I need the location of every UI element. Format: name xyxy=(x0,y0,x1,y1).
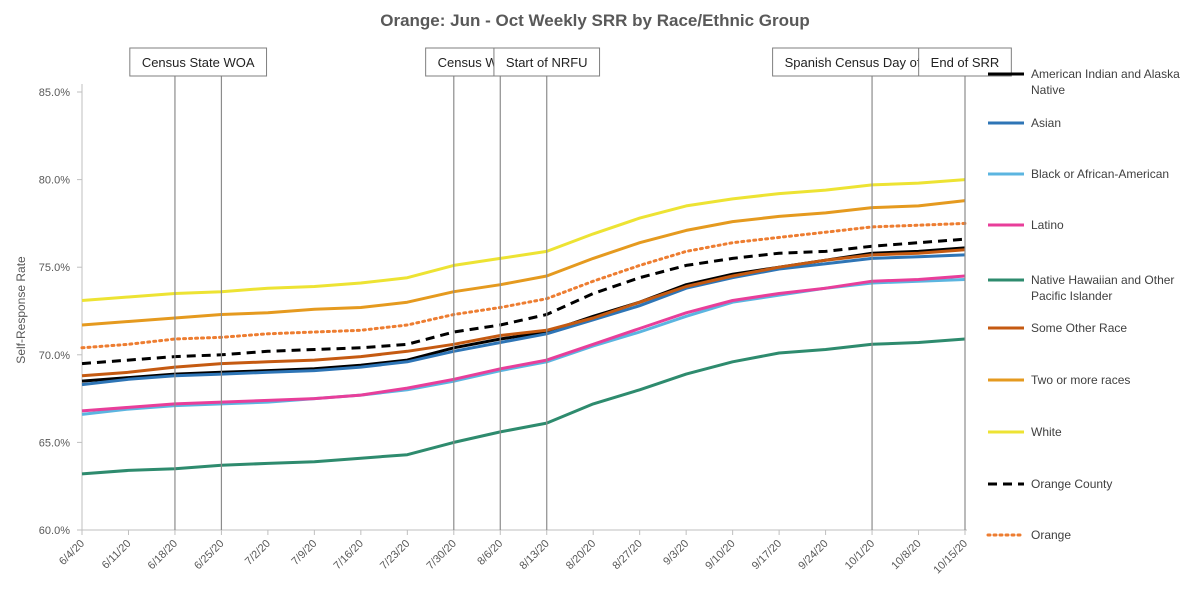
chart-title: Orange: Jun - Oct Weekly SRR by Race/Eth… xyxy=(380,11,810,30)
legend-item: Latino xyxy=(988,218,1064,232)
series-layer xyxy=(80,178,967,476)
event-label: Spanish Census Day of Action xyxy=(785,55,960,70)
event-label: End of SRR xyxy=(931,55,1000,70)
x-tick-label: 10/15/20 xyxy=(931,538,970,577)
x-tick-label: 7/16/20 xyxy=(332,538,366,572)
x-tick-label: 9/10/20 xyxy=(703,538,737,572)
event-marker-0: Census State WOA xyxy=(129,47,268,530)
legend-item: Asian xyxy=(988,116,1061,130)
legend-label: Orange County xyxy=(1031,477,1112,491)
series-line-some-other-race xyxy=(81,248,966,378)
legend-item: Orange xyxy=(986,528,1071,542)
x-tick-label: 6/18/20 xyxy=(146,538,180,572)
legend-item: American Indian and Alaska Native xyxy=(988,67,1180,97)
y-tick-label: 80.0% xyxy=(39,175,70,187)
legend-label: White xyxy=(1031,425,1062,439)
series-line-native-hawaiian-and-other-pacific-islander xyxy=(81,337,966,476)
legend-item: Some Other Race xyxy=(988,321,1127,335)
event-label: Census State WOA xyxy=(142,55,255,70)
legend: American Indian and Alaska Native Asian Bla… xyxy=(986,67,1180,542)
legend-item: Two or more races xyxy=(988,373,1130,387)
y-tick-label: 70.0% xyxy=(39,350,70,362)
legend-item: Orange County xyxy=(988,477,1112,491)
legend-label: American Indian and Alaska Native xyxy=(1031,67,1180,97)
y-tick-label: 60.0% xyxy=(39,525,70,537)
series-line-white xyxy=(81,178,966,302)
series-line-asian xyxy=(81,253,966,387)
legend-item: Native Hawaiian and Other Pacific Islande… xyxy=(988,273,1174,303)
x-tick-label: 10/8/20 xyxy=(889,538,923,572)
legend-item: Black or African-American xyxy=(988,167,1169,181)
legend-item: White xyxy=(988,425,1062,439)
series-line-black-or-african-american xyxy=(81,278,966,416)
x-tick-label: 6/11/20 xyxy=(100,538,134,572)
y-axis-label: Self-Response Rate xyxy=(14,256,28,364)
y-tick-label: 75.0% xyxy=(39,262,70,274)
axis-ticks: 60.0% 65.0% 70.0% 75.0% 80.0% 85.0% 6/4/20 6/11… xyxy=(39,87,970,576)
legend-label: Black or African-American xyxy=(1031,167,1169,181)
legend-label: Native Hawaiian and Other Pacific Islande… xyxy=(1031,273,1174,303)
legend-label: Orange xyxy=(1031,528,1071,542)
x-tick-label: 8/6/20 xyxy=(475,538,505,568)
event-marker-4: End of SRR xyxy=(918,47,1012,530)
event-box xyxy=(918,47,1012,77)
legend-label: Two or more races xyxy=(1031,373,1130,387)
x-tick-label: 8/13/20 xyxy=(517,538,551,572)
y-tick-label: 65.0% xyxy=(39,437,70,449)
x-tick-label: 8/27/20 xyxy=(610,538,644,572)
x-tick-label: 7/23/20 xyxy=(378,538,412,572)
x-tick-label: 7/9/20 xyxy=(289,538,319,568)
event-marker-2: Start of NRFU xyxy=(493,47,601,530)
y-tick-label: 85.0% xyxy=(39,87,70,99)
x-tick-label: 9/3/20 xyxy=(661,538,691,568)
x-tick-label: 6/4/20 xyxy=(57,538,87,568)
legend-label: Asian xyxy=(1031,116,1061,130)
legend-label: Some Other Race xyxy=(1031,321,1127,335)
event-box xyxy=(493,47,601,77)
x-tick-label: 7/2/20 xyxy=(243,538,273,568)
x-tick-label: 9/17/20 xyxy=(750,538,784,572)
event-box xyxy=(129,47,268,77)
x-tick-label: 8/20/20 xyxy=(564,538,598,572)
x-tick-label: 10/1/20 xyxy=(843,538,877,572)
x-tick-label: 6/25/20 xyxy=(192,538,226,572)
x-tick-label: 9/24/20 xyxy=(796,538,830,572)
series-line-latino xyxy=(81,274,966,413)
legend-label: Latino xyxy=(1031,218,1064,232)
series-line-orange xyxy=(80,221,967,350)
event-marker-3: Spanish Census Day of Action xyxy=(772,47,972,530)
x-tick-label: 7/30/20 xyxy=(424,538,458,572)
event-label: Start of NRFU xyxy=(506,55,588,70)
axes xyxy=(81,84,967,531)
series-line-two-or-more-races xyxy=(81,199,966,327)
